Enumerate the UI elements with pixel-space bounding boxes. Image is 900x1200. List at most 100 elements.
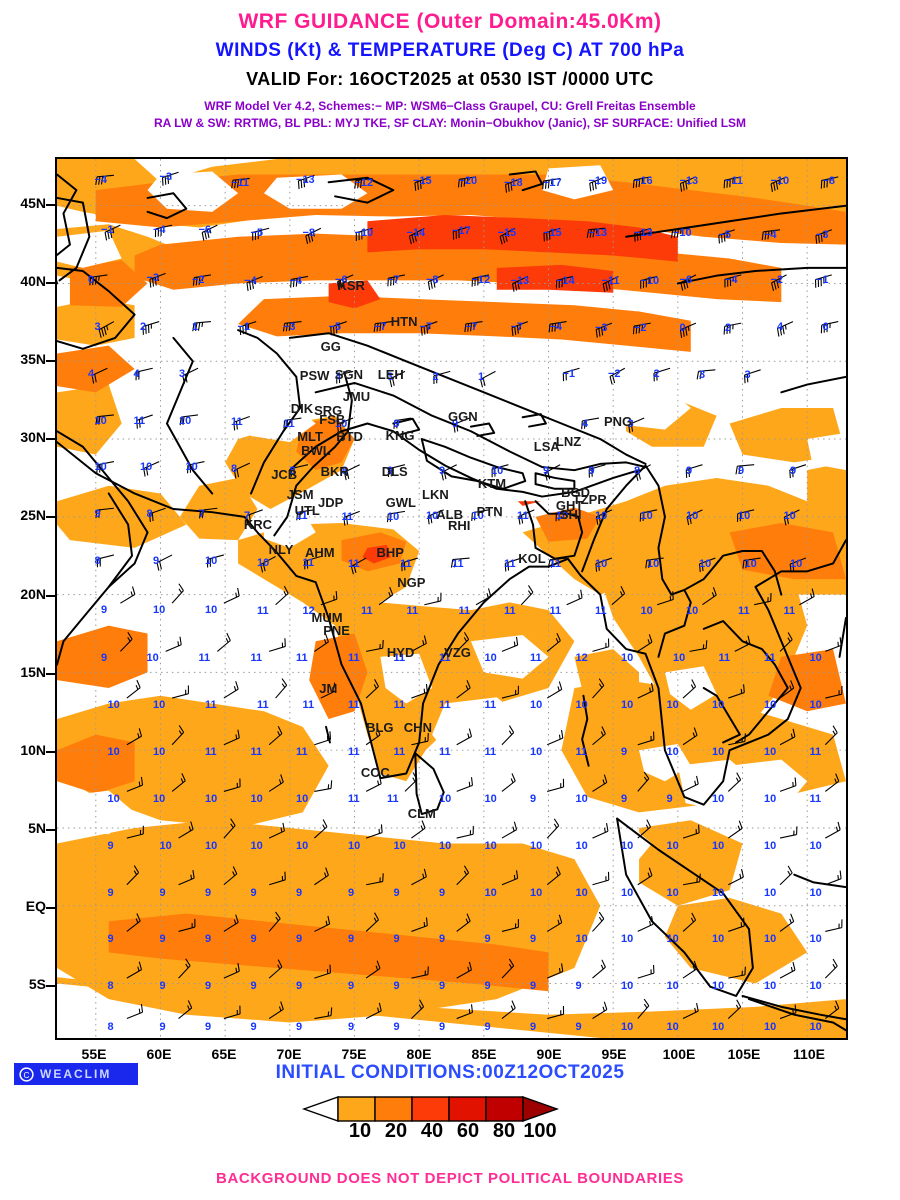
wind-barb (544, 464, 561, 481)
wind-barb (635, 464, 651, 481)
temperature-value: 0 (88, 273, 95, 286)
station-label: LSA (533, 438, 560, 454)
temperature-value: 9 (621, 745, 628, 758)
coastline-border (702, 620, 789, 744)
temperature-value: 10 (686, 605, 699, 618)
temperature-value: −3 (159, 170, 173, 183)
wind-barb (246, 275, 263, 292)
temperature-value: 10 (640, 509, 653, 522)
temperature-value: 11 (198, 652, 211, 665)
wind-barb (592, 1001, 608, 1020)
coastline-border (793, 873, 846, 889)
colorbar-over-arrow (522, 1096, 560, 1122)
coastline-border (57, 430, 149, 666)
wind-barb (728, 684, 745, 699)
wind-barb (592, 911, 605, 932)
colorbar-bin (337, 1096, 376, 1122)
temperature-value: 3 (179, 367, 186, 380)
station-label: GWL (385, 494, 416, 510)
temperature-value: 10 (809, 980, 822, 993)
wind-barb (820, 321, 839, 334)
temperature-value: 11 (393, 745, 406, 758)
wind-barb (314, 634, 329, 652)
wind-barb (373, 321, 393, 332)
wind-barb (696, 369, 716, 380)
temperature-value: 11 (406, 605, 419, 618)
wind-barb (365, 775, 382, 792)
wind-barb (149, 507, 166, 523)
lat-tick-label: 5S (28, 976, 46, 993)
map-plot-area[interactable]: −4 −3 −11 −13 −12 −15 −20 −18 −17 −19 −16 −13 −11 −10… (55, 157, 848, 1040)
temperature-value: 11 (133, 414, 146, 427)
temperature-value: 9 (686, 464, 693, 477)
shaded-region-10to20 (57, 977, 846, 1038)
temperature-value: 10 (484, 652, 497, 665)
temperature-value: 10 (764, 933, 777, 946)
wind-barb (126, 825, 144, 839)
temperature-value: −12 (354, 177, 374, 189)
wind-barb (656, 591, 674, 606)
station-label: JDP (318, 494, 344, 510)
wind-barb (518, 509, 535, 525)
temperature-value: −18 (504, 177, 523, 189)
temperature-value: −8 (426, 273, 439, 286)
wind-barb (555, 275, 574, 289)
temperature-value: −7 (419, 320, 433, 333)
wind-barb (825, 870, 842, 886)
temperature-value: 11 (452, 558, 464, 571)
temperature-value: 9 (575, 980, 582, 993)
temperature-value: 9 (107, 933, 114, 946)
temperature-value: 9 (153, 555, 160, 568)
coastline-border (414, 752, 445, 816)
temperature-value: 11 (530, 652, 542, 665)
wind-barb (589, 176, 606, 192)
wind-barb (682, 727, 698, 746)
temperature-value: 11 (257, 698, 269, 711)
wind-barb (779, 680, 795, 699)
temperature-value: 9 (348, 933, 355, 946)
lat-tick-label: 25N (20, 507, 46, 524)
temperature-value: 3 (744, 369, 751, 382)
temperature-value: 11 (393, 698, 406, 711)
svg-text:C: C (24, 1070, 30, 1079)
wind-barb (314, 731, 332, 746)
lon-tick-label: 70E (276, 1046, 302, 1062)
wind-barb (411, 999, 425, 1019)
temperature-value: −16 (634, 175, 653, 188)
wind-barb (98, 321, 115, 338)
wind-barb (450, 557, 470, 568)
temperature-value: −4 (244, 275, 257, 288)
station-label: NGP (397, 574, 426, 590)
temperature-value: 9 (159, 1020, 166, 1033)
wind-barb (820, 176, 839, 189)
wind-barb (727, 772, 742, 792)
temperature-value: 10 (530, 839, 543, 852)
coastline-border (314, 381, 647, 472)
wind-barb (171, 773, 186, 792)
temperature-value: 11 (250, 652, 263, 665)
wind-barb (283, 417, 302, 429)
lon-tick-label: 100E (662, 1046, 696, 1062)
page-title: WRF GUIDANCE (Outer Domain:45.0Km) (238, 10, 662, 33)
wind-barb (282, 321, 302, 332)
wind-barb (501, 919, 519, 932)
weaclim-logo[interactable]: C WEACLIM (14, 1063, 138, 1085)
wind-barb (427, 509, 444, 525)
wind-barb (120, 586, 136, 604)
temperature-value: 9 (101, 652, 108, 665)
unshaded-region-below10 (432, 697, 523, 766)
temperature-value: 9 (393, 417, 400, 430)
temperature-value: 11 (348, 792, 360, 805)
station-label: GHT (555, 497, 584, 513)
wind-barb (679, 322, 697, 338)
wind-barb (464, 321, 483, 333)
wind-barb (457, 176, 477, 188)
temperature-value: 9 (666, 792, 673, 805)
temperature-value: 9 (296, 980, 303, 993)
temperature-value: 9 (588, 464, 595, 477)
station-label: CLM (407, 805, 436, 821)
temperature-value: 10 (575, 698, 588, 711)
temperature-value: 10 (764, 980, 777, 993)
temperature-value: 10 (250, 839, 263, 852)
temperature-value: 4 (88, 367, 95, 380)
